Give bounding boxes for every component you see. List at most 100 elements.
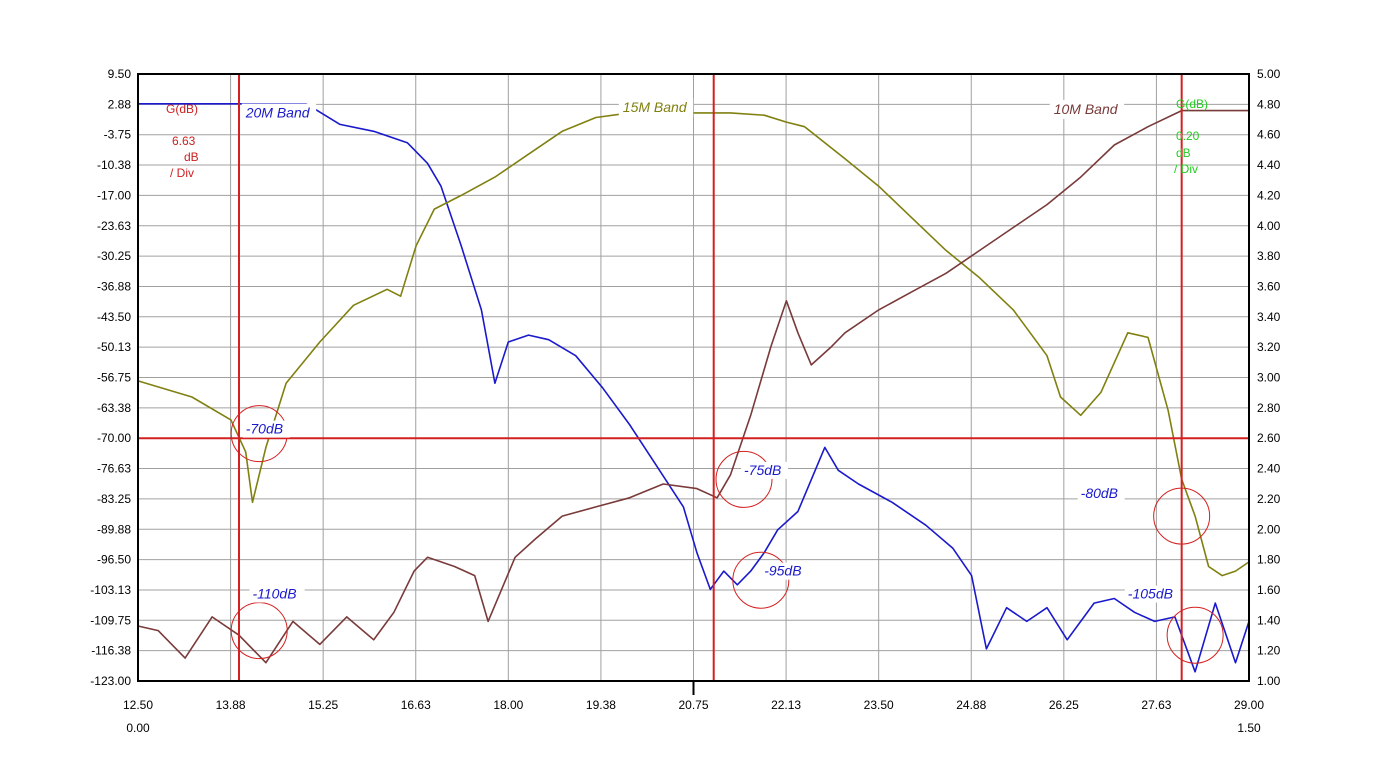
y-left-tick-label: 2.88 <box>108 97 132 111</box>
y-left-tick-label: -123.00 <box>90 674 131 688</box>
right-axis-ticks: 5.00 4.80 4.60 4.40 4.20 4.00 3.80 3.60 3.40 3.20… <box>1257 67 1281 688</box>
y-right-tick-label: 3.60 <box>1257 279 1281 293</box>
series-label-bg <box>618 98 694 118</box>
y-right-tick-label: 4.20 <box>1257 188 1281 202</box>
y-right-tick-label: 3.20 <box>1257 340 1281 354</box>
x-tick-label: 26.25 <box>1049 698 1079 712</box>
y-right-tick-label: 4.40 <box>1257 158 1281 172</box>
highlight-circle <box>1153 487 1211 545</box>
annotation-bg <box>1077 484 1125 502</box>
y-left-tick-label: -76.63 <box>97 462 131 476</box>
annotation-bg <box>242 420 290 438</box>
series-label-bg <box>1049 99 1125 119</box>
right-scale-unit: dB <box>1176 146 1191 160</box>
y-right-tick-label: 5.00 <box>1257 67 1281 81</box>
right-scale-title: G(dB) <box>1176 97 1208 111</box>
y-right-tick-label: 1.40 <box>1257 613 1281 627</box>
highlight-circle <box>732 551 790 609</box>
x-tick-label: 15.25 <box>308 698 338 712</box>
annotation-label: -80dB <box>1081 485 1118 501</box>
y-right-tick-label: 4.80 <box>1257 97 1281 111</box>
series-10m-band-label: 10M Band <box>1054 101 1119 117</box>
series-10m-band <box>137 109 1249 664</box>
annotation-bg <box>249 585 305 603</box>
x-tick-label: 16.63 <box>401 698 431 712</box>
annotation-label: -70dB <box>246 421 283 437</box>
y-right-tick-label: 1.60 <box>1257 583 1281 597</box>
highlight-circle <box>1166 606 1224 664</box>
x-axis-ticks: 12.50 13.88 15.25 16.63 18.00 19.38 20.75 22.13… <box>123 681 1264 712</box>
right-scale-per: / Div <box>1174 162 1198 176</box>
x-tick-label: 18.00 <box>493 698 523 712</box>
annotation-label: -110dB <box>252 586 296 602</box>
y-right-tick-label: 2.20 <box>1257 492 1281 506</box>
y-left-tick-label: -17.00 <box>97 188 131 202</box>
y-right-tick-label: 1.80 <box>1257 553 1281 567</box>
right-scale-value: 0.20 <box>1176 129 1200 143</box>
y-right-tick-label: 2.80 <box>1257 401 1281 415</box>
y-left-tick-label: -36.88 <box>97 279 131 293</box>
x-axis-sub-labels: 0.00 1.50 <box>126 721 1261 735</box>
marker-lines <box>138 74 1249 681</box>
left-scale-value: 6.63 <box>172 134 196 148</box>
series-label-bg <box>241 103 317 123</box>
series-20m-band <box>138 103 1250 673</box>
series-20m-band-label: 20M Band <box>245 105 311 121</box>
y-left-tick-label: -23.63 <box>97 219 131 233</box>
y-left-tick-label: 9.50 <box>108 67 132 81</box>
series-group <box>137 103 1250 673</box>
x-sub-label-start: 0.00 <box>126 721 150 735</box>
annotation-label: -95dB <box>764 563 801 579</box>
y-left-tick-label: -83.25 <box>97 492 131 506</box>
x-tick-label: 20.75 <box>678 698 708 712</box>
y-left-tick-label: -70.00 <box>97 431 131 445</box>
y-right-tick-label: 3.40 <box>1257 310 1281 324</box>
y-right-tick-label: 4.60 <box>1257 128 1281 142</box>
series-labels: 20M Band 15M Band 10M Band <box>241 98 1125 123</box>
y-right-tick-label: 1.00 <box>1257 674 1281 688</box>
highlight-circle <box>230 602 288 660</box>
y-right-tick-label: 4.00 <box>1257 219 1281 233</box>
highlight-circle <box>715 450 773 508</box>
annotation-label: -105dB <box>1128 586 1173 602</box>
scale-info: G(dB) 6.63 dB / Div G(dB) 0.20 dB / Div <box>166 97 1208 180</box>
y-left-tick-label: -56.75 <box>97 371 131 385</box>
y-right-tick-label: 2.00 <box>1257 522 1281 536</box>
annotation-bg <box>741 461 788 479</box>
y-left-tick-label: -116.38 <box>91 644 131 658</box>
left-scale-per: / Div <box>170 166 194 180</box>
x-tick-label: 13.88 <box>216 698 246 712</box>
x-sub-label-end: 1.50 <box>1237 721 1261 735</box>
annotations: -70dB -75dB -80dB -95dB -110dB -105dB <box>242 420 1180 603</box>
grid <box>138 74 1249 681</box>
y-right-tick-label: 3.80 <box>1257 249 1281 263</box>
x-tick-label: 12.50 <box>123 698 153 712</box>
x-tick-label: 24.88 <box>956 698 986 712</box>
left-scale-unit: dB <box>184 150 199 164</box>
y-right-tick-label: 2.60 <box>1257 431 1281 445</box>
y-left-tick-label: -103.13 <box>90 583 131 597</box>
series-15m-band <box>137 112 1250 577</box>
x-tick-label: 22.13 <box>771 698 801 712</box>
y-left-tick-label: -96.50 <box>97 553 131 567</box>
plot-frame <box>137 73 1250 682</box>
y-left-tick-label: -10.38 <box>97 158 131 172</box>
y-left-tick-label: -89.88 <box>97 522 131 536</box>
y-left-tick-label: -43.50 <box>97 310 131 324</box>
y-left-tick-label: -63.38 <box>97 401 131 415</box>
y-left-tick-label: -109.75 <box>90 613 131 627</box>
left-axis-ticks: 9.50 2.88 -3.75 -10.38 -17.00 -23.63 -30.25 -36… <box>90 67 131 688</box>
x-tick-label: 27.63 <box>1141 698 1171 712</box>
x-tick-label: 29.00 <box>1234 698 1264 712</box>
annotation-label: -75dB <box>744 462 781 478</box>
x-tick-label: 19.38 <box>586 698 616 712</box>
y-right-tick-label: 1.20 <box>1257 644 1281 658</box>
y-left-tick-label: -50.13 <box>97 340 131 354</box>
y-left-tick-label: -3.75 <box>104 128 132 142</box>
y-left-tick-label: -30.25 <box>97 249 131 263</box>
y-right-tick-label: 3.00 <box>1257 371 1281 385</box>
highlight-circles <box>230 405 1224 664</box>
y-right-tick-label: 2.40 <box>1257 462 1281 476</box>
annotation-bg <box>1124 585 1180 603</box>
